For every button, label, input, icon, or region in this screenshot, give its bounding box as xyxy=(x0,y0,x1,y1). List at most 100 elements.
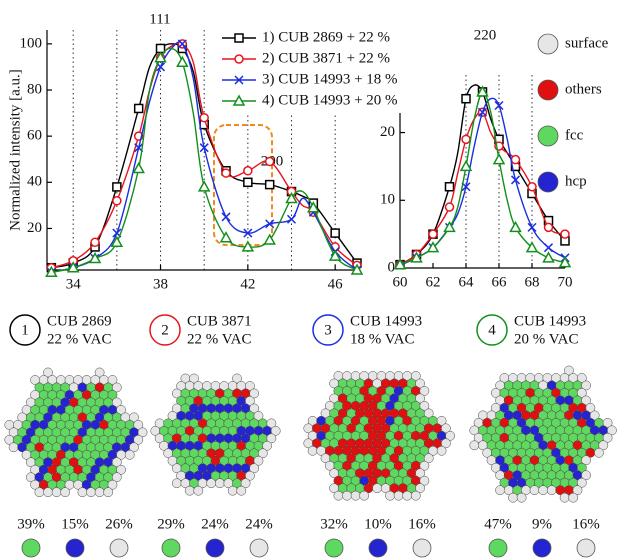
structure-number-circle xyxy=(312,314,344,346)
legend-label: 4) CUB 14993 + 20 % xyxy=(262,92,398,108)
fraction-label: 16% xyxy=(408,516,436,532)
atom xyxy=(257,448,268,459)
y-tick-label: 80 xyxy=(27,81,42,97)
atom-legend-ball xyxy=(537,79,559,101)
marker xyxy=(509,220,522,233)
particle xyxy=(303,371,456,501)
fraction-ball xyxy=(109,538,129,558)
atom xyxy=(385,490,395,501)
atom xyxy=(546,485,557,496)
marker xyxy=(219,231,233,243)
atom xyxy=(469,440,480,451)
marker xyxy=(221,168,231,178)
atom xyxy=(94,487,105,498)
marker xyxy=(527,181,537,192)
atom xyxy=(333,490,344,501)
atom xyxy=(602,432,613,443)
fraction-label: 39% xyxy=(17,516,45,532)
structure-vac: 20 % VAC xyxy=(514,331,578,347)
y-tick-label: 10 xyxy=(380,192,395,208)
marker xyxy=(112,182,122,192)
marker xyxy=(243,228,253,238)
structure-number: 2 xyxy=(161,322,169,338)
marker xyxy=(393,258,407,270)
marker xyxy=(45,265,58,278)
fraction-label: 10% xyxy=(364,516,392,532)
atom xyxy=(607,425,617,436)
fraction-ball xyxy=(161,538,181,558)
marker xyxy=(66,261,80,273)
fraction-ball xyxy=(412,538,432,558)
atom xyxy=(307,445,318,456)
atom xyxy=(581,470,591,481)
x-tick-label: 66 xyxy=(492,274,508,290)
marker xyxy=(243,166,253,176)
atom xyxy=(529,485,540,496)
marker xyxy=(264,156,275,167)
atom xyxy=(602,418,613,428)
particle xyxy=(4,367,148,498)
marker xyxy=(330,228,340,238)
atom xyxy=(245,381,255,391)
structure-number-circle xyxy=(149,314,181,346)
fraction-ball xyxy=(488,538,508,558)
marker xyxy=(243,177,253,188)
marker xyxy=(199,143,209,153)
marker xyxy=(444,181,455,192)
annotation: 220 xyxy=(474,27,497,43)
atom xyxy=(441,423,451,434)
structure-vac: 22 % VAC xyxy=(187,331,251,347)
atom xyxy=(107,390,118,400)
structure-vac: 18 % VAC xyxy=(350,331,414,347)
atom xyxy=(415,393,425,404)
atom-legend-label: others xyxy=(565,81,602,97)
fraction-ball xyxy=(249,538,269,558)
marker xyxy=(410,251,423,263)
marker xyxy=(90,237,100,248)
marker xyxy=(307,201,320,213)
atom xyxy=(253,455,264,466)
atom xyxy=(111,457,122,468)
atom xyxy=(436,416,447,426)
marker xyxy=(112,196,122,206)
x-tick-label: 60 xyxy=(393,274,408,290)
marker xyxy=(328,249,342,261)
atom xyxy=(60,487,71,498)
atom-legend-label: hcp xyxy=(565,173,587,189)
marker xyxy=(525,241,539,253)
y-tick-label: 20 xyxy=(27,220,42,236)
atom xyxy=(86,487,96,498)
atom xyxy=(594,447,604,458)
atom-legend-ball xyxy=(537,171,559,193)
fraction-ball xyxy=(532,538,552,558)
atom xyxy=(266,433,277,444)
atom xyxy=(111,472,122,483)
marker xyxy=(265,219,275,229)
atom xyxy=(51,487,62,498)
fraction-label: 26% xyxy=(105,516,133,532)
x-tick-label: 68 xyxy=(525,274,540,290)
atom xyxy=(393,490,404,501)
marker xyxy=(558,256,572,268)
atom xyxy=(43,487,53,498)
legend-label: 2) CUB 3871 + 22 % xyxy=(262,50,390,66)
annotation: 111 xyxy=(149,11,170,27)
structure-vac: 22 % VAC xyxy=(47,331,111,347)
marker xyxy=(543,243,554,253)
atom xyxy=(240,478,251,489)
marker xyxy=(476,85,489,97)
x-tick-label: 34 xyxy=(66,276,82,292)
atom xyxy=(253,411,264,421)
atom xyxy=(214,478,225,489)
legend-label: 3) CUB 14993 + 18 % xyxy=(262,71,398,87)
structure-number: 4 xyxy=(488,322,496,338)
atom xyxy=(249,403,260,414)
fraction-ball xyxy=(368,538,388,558)
marker xyxy=(426,241,440,253)
atom xyxy=(133,420,144,430)
structure-number: 1 xyxy=(21,322,29,338)
atom xyxy=(245,470,255,481)
fraction-ball xyxy=(205,538,225,558)
atom xyxy=(581,395,591,406)
